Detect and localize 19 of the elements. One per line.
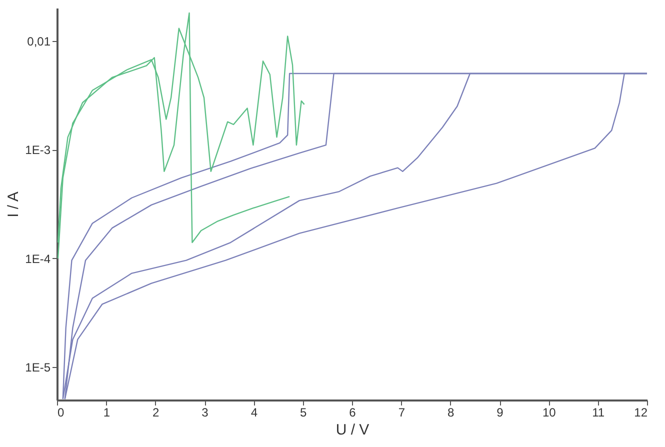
x-tick-label: 9	[496, 406, 504, 420]
x-tick-label: 0	[58, 406, 64, 420]
x-tick-label: 3	[202, 406, 209, 420]
x-tick-label: 6	[349, 406, 356, 420]
x-tick-label: 10	[542, 406, 556, 420]
x-tick-label: 7	[398, 406, 406, 420]
y-axis-title: I / A	[5, 192, 22, 218]
x-tick-label: 8	[447, 406, 454, 420]
x-tick-label: 2	[152, 406, 160, 420]
x-tick-label: 11	[592, 406, 605, 420]
x-tick-label: 12	[634, 406, 648, 420]
y-tick-label: 1E-5	[25, 360, 51, 375]
y-tick-label: 0,01	[27, 34, 51, 48]
x-axis-title: U / V	[336, 422, 370, 438]
x-tick-label: 4	[250, 406, 258, 420]
y-tick-label: 1E-4	[25, 252, 51, 266]
y-tick-label: 1E-3	[25, 143, 51, 158]
x-tick-label: 5	[300, 406, 307, 420]
x-tick-label: 1	[103, 406, 110, 420]
